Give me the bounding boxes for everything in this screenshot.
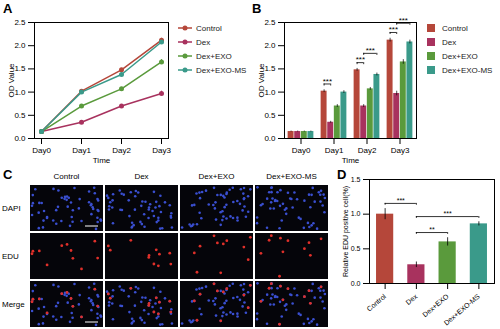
svg-text:Time: Time [93,156,111,165]
svg-text:Merge: Merge [2,300,25,309]
svg-text:Control: Control [54,172,80,181]
svg-text:Dex: Dex [196,38,210,47]
svg-text:OD Value: OD Value [7,63,16,98]
html-text:C: C [3,167,13,182]
svg-text:Relative EDU positive cell(%): Relative EDU positive cell(%) [342,186,350,277]
svg-text:Dex+EXO-MS: Dex+EXO-MS [266,172,316,181]
svg-text:1.5: 1.5 [351,176,361,183]
svg-text:Day0: Day0 [32,146,51,155]
html-text:A: A [3,1,13,16]
svg-text:Dex+EXO-MS: Dex+EXO-MS [196,66,246,75]
svg-text:Day1: Day1 [72,146,91,155]
svg-text:***: *** [366,46,375,55]
svg-text:OD Value: OD Value [257,63,266,98]
svg-text:0.0: 0.0 [264,134,276,143]
svg-text:1.0: 1.0 [14,87,26,97]
svg-text:2.0: 2.0 [264,41,276,50]
svg-text:DAPI: DAPI [2,204,21,213]
svg-text:***: *** [444,210,452,217]
svg-text:Time: Time [342,156,360,165]
svg-text:1.5: 1.5 [14,64,26,74]
svg-text:2.0: 2.0 [14,41,26,50]
svg-text:Dex: Dex [404,292,418,306]
svg-text:***: *** [389,25,398,34]
svg-text:***: *** [399,16,408,25]
svg-text:Control: Control [442,24,468,33]
svg-text:**: ** [429,226,435,233]
svg-text:***: *** [356,55,365,64]
svg-text:0.5: 0.5 [264,111,276,120]
svg-text:0.5: 0.5 [14,111,26,120]
svg-text:Dex: Dex [134,172,148,181]
svg-text:Day2: Day2 [112,146,131,155]
svg-text:Dex+EXO: Dex+EXO [421,292,450,318]
svg-text:1.5: 1.5 [264,64,276,74]
svg-text:Day0: Day0 [292,146,311,155]
svg-text:Dex+EXO-MS: Dex+EXO-MS [442,66,492,75]
svg-text:0.0: 0.0 [14,134,26,143]
html-text:B: B [252,1,262,16]
svg-text:***: *** [397,197,405,204]
svg-text:0.5: 0.5 [351,245,361,252]
svg-text:1.0: 1.0 [264,87,276,97]
svg-text:Control: Control [365,292,387,312]
svg-text:Control: Control [196,24,222,33]
svg-text:Dex: Dex [442,38,456,47]
svg-text:Day2: Day2 [358,146,377,155]
svg-text:Day1: Day1 [325,146,344,155]
svg-text:2.5: 2.5 [14,18,26,27]
svg-text:1.0: 1.0 [351,210,361,217]
svg-text:Day3: Day3 [391,146,410,155]
svg-text:0.0: 0.0 [351,280,361,287]
svg-text:Dex+EXO-MS: Dex+EXO-MS [443,292,482,326]
html-text:D: D [337,167,347,182]
svg-text:Dex+EXO: Dex+EXO [199,172,235,181]
svg-text:2.5: 2.5 [264,18,276,27]
svg-text:Day3: Day3 [152,146,171,155]
svg-text:Dex+EXO: Dex+EXO [196,52,232,61]
svg-text:***: *** [323,77,332,86]
svg-text:Dex+EXO: Dex+EXO [442,52,478,61]
svg-text:EDU: EDU [2,252,19,261]
